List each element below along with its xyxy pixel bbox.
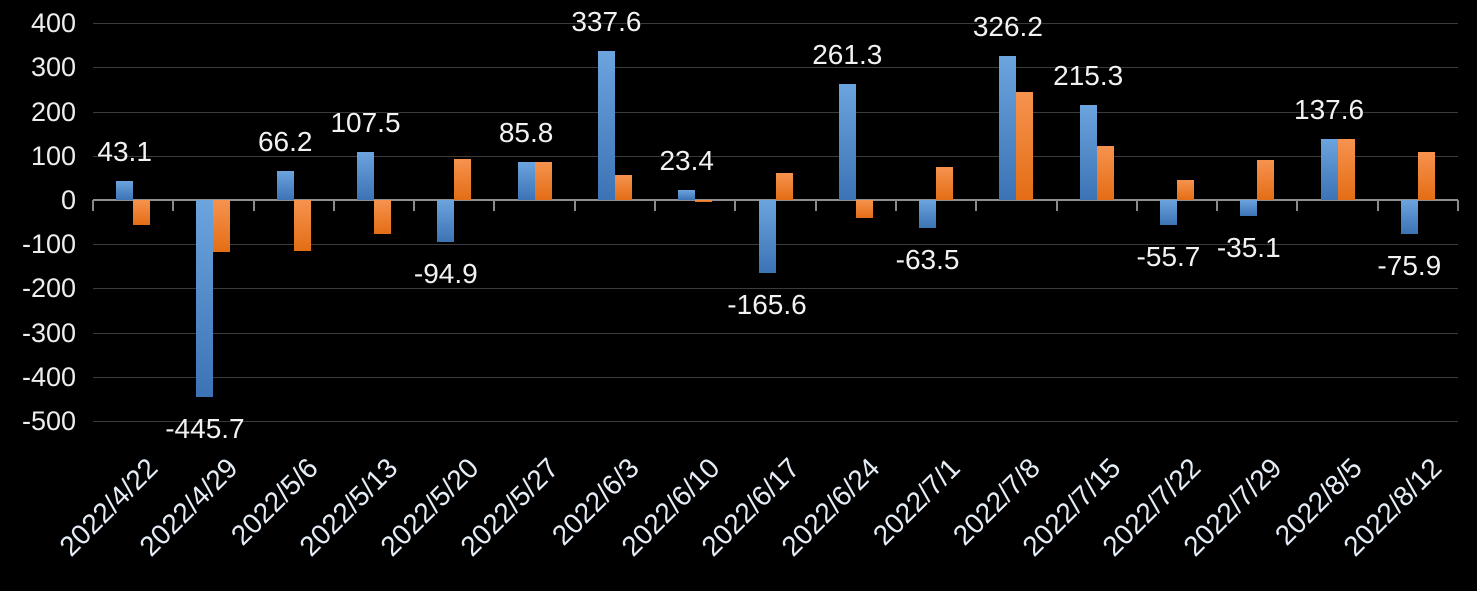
x-axis-tick bbox=[493, 200, 496, 211]
x-axis-tick bbox=[734, 200, 737, 211]
data-label: -63.5 bbox=[895, 244, 960, 276]
x-axis-tick bbox=[894, 200, 897, 211]
data-label: 215.3 bbox=[1053, 59, 1124, 91]
data-label: -165.6 bbox=[727, 289, 807, 321]
y-axis-tick-label: 0 bbox=[60, 185, 76, 215]
gridline bbox=[93, 288, 1458, 289]
y-axis-tick-label: 100 bbox=[30, 140, 76, 171]
bar-series-2-orange bbox=[855, 200, 873, 219]
bar-series-1-blue bbox=[597, 50, 615, 200]
x-axis-tick bbox=[1216, 200, 1219, 211]
bar-series-2-orange bbox=[454, 159, 472, 200]
bar-series-2-orange bbox=[1257, 159, 1275, 200]
data-label: -35.1 bbox=[1216, 231, 1281, 263]
bar-series-1-blue bbox=[116, 180, 134, 200]
x-axis-tick bbox=[92, 200, 94, 211]
y-axis-tick-label: -400 bbox=[21, 361, 76, 392]
bar-series-1-blue bbox=[678, 189, 696, 200]
gridline bbox=[93, 156, 1458, 157]
data-label: 43.1 bbox=[97, 135, 152, 167]
x-axis-tick bbox=[1296, 200, 1299, 211]
x-axis-tick bbox=[252, 200, 255, 211]
data-label: 261.3 bbox=[812, 39, 883, 71]
y-axis-tick-label: -200 bbox=[21, 273, 76, 304]
y-axis-tick-label: -500 bbox=[21, 406, 76, 437]
gridline bbox=[93, 67, 1458, 68]
y-axis-tick-label: -100 bbox=[21, 229, 76, 260]
bar-series-2-orange bbox=[1176, 179, 1194, 200]
bar-series-2-orange bbox=[936, 167, 954, 200]
x-axis-tick bbox=[975, 200, 978, 211]
x-axis-tick-label: 2022/7/1 bbox=[867, 452, 966, 551]
bar-series-1-blue bbox=[999, 55, 1017, 200]
y-axis-tick-label: 400 bbox=[30, 8, 76, 39]
gridline bbox=[93, 377, 1458, 378]
bar-series-1-blue bbox=[758, 200, 776, 274]
gridline bbox=[93, 244, 1458, 245]
x-axis-tick bbox=[413, 200, 416, 211]
bar-series-1-blue bbox=[437, 200, 455, 242]
bar-series-2-orange bbox=[374, 200, 392, 234]
x-axis-tick bbox=[1135, 200, 1138, 211]
gridline bbox=[93, 421, 1458, 422]
bar-series-2-orange bbox=[1096, 146, 1114, 200]
data-label: -94.9 bbox=[413, 257, 478, 289]
data-label: 337.6 bbox=[571, 5, 642, 37]
bar-series-2-orange bbox=[1337, 138, 1355, 200]
gridline bbox=[93, 23, 1458, 24]
data-label: 326.2 bbox=[972, 10, 1043, 42]
y-axis-tick-label: 200 bbox=[30, 96, 76, 127]
bar-series-1-blue bbox=[1079, 104, 1097, 200]
bar-series-1-blue bbox=[1159, 200, 1177, 225]
bar-series-1-blue bbox=[196, 200, 214, 398]
x-axis-tick bbox=[1055, 200, 1058, 211]
x-axis-tick bbox=[654, 200, 657, 211]
bar-series-1-blue bbox=[517, 162, 535, 200]
bar-series-1-blue bbox=[1240, 200, 1258, 216]
data-label: 66.2 bbox=[257, 125, 313, 157]
data-label: -75.9 bbox=[1377, 249, 1442, 281]
bar-series-2-orange bbox=[534, 162, 552, 200]
x-axis-tick bbox=[1457, 200, 1459, 211]
data-label: -55.7 bbox=[1136, 240, 1201, 272]
y-axis-tick-label: -300 bbox=[21, 317, 76, 348]
y-axis-tick-label: 300 bbox=[30, 52, 76, 83]
bar-series-1-blue bbox=[276, 170, 294, 200]
bar-series-2-orange bbox=[1417, 152, 1435, 200]
bar-series-1-blue bbox=[1320, 139, 1338, 200]
x-axis-line bbox=[93, 199, 1458, 201]
x-axis-tick bbox=[573, 200, 576, 211]
data-label: 23.4 bbox=[659, 144, 714, 176]
bar-series-2-orange bbox=[775, 173, 793, 200]
bar-series-1-blue bbox=[919, 200, 937, 229]
bar-series-1-blue bbox=[838, 84, 856, 200]
data-label: 137.6 bbox=[1294, 94, 1365, 126]
bar-series-2-orange bbox=[133, 200, 151, 226]
bar-series-1-blue bbox=[1400, 200, 1418, 234]
bar-series-2-orange bbox=[1016, 91, 1034, 200]
gridline bbox=[93, 333, 1458, 334]
x-axis-tick bbox=[1376, 200, 1379, 211]
gridline bbox=[93, 112, 1458, 113]
data-label: 107.5 bbox=[330, 107, 401, 139]
x-axis-tick bbox=[332, 200, 335, 211]
bar-series-2-orange bbox=[293, 200, 311, 251]
bar-series-2-orange bbox=[213, 200, 231, 252]
data-label: -445.7 bbox=[165, 413, 245, 445]
bar-series-2-orange bbox=[614, 174, 632, 200]
x-axis-tick bbox=[172, 200, 175, 211]
data-label: 85.8 bbox=[498, 117, 554, 149]
bar-series-1-blue bbox=[357, 152, 375, 200]
x-axis-tick bbox=[814, 200, 817, 211]
bar-series-2-orange bbox=[695, 200, 713, 202]
